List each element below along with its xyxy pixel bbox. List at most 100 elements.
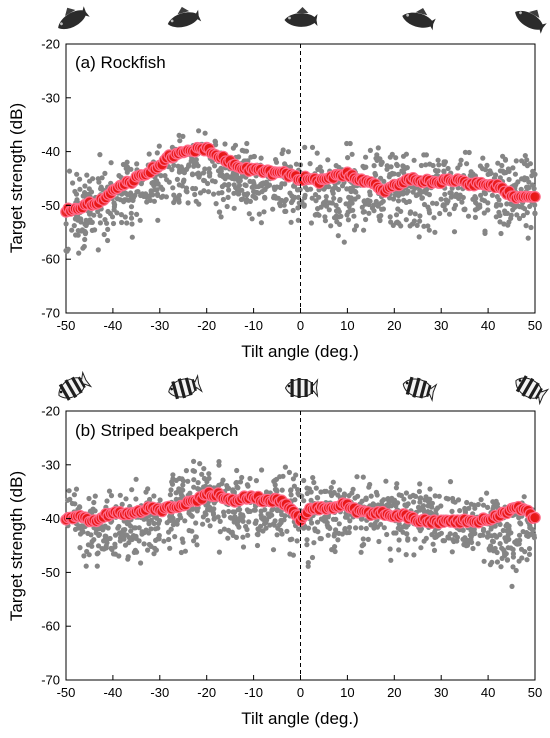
scatter-point — [429, 500, 435, 506]
scatter-point — [206, 475, 212, 481]
scatter-point — [330, 516, 336, 522]
scatter-point — [396, 521, 402, 527]
scatter-point — [263, 179, 269, 185]
scatter-point — [353, 223, 359, 229]
scatter-point — [306, 486, 312, 492]
scatter-point — [360, 163, 366, 169]
scatter-point — [110, 551, 117, 557]
scatter-point — [219, 190, 225, 196]
scatter-point — [240, 544, 247, 550]
scatter-point — [326, 184, 332, 190]
scatter-point — [219, 183, 225, 190]
scatter-point — [431, 547, 438, 554]
y-tick-label: -50 — [41, 198, 60, 213]
scatter-point — [152, 187, 158, 193]
scatter-point — [77, 545, 83, 551]
scatter-point — [396, 537, 402, 543]
scatter-point — [155, 520, 162, 527]
scatter-point — [412, 493, 419, 499]
scatter-point — [418, 495, 424, 501]
scatter-point — [330, 186, 337, 192]
scatter-point — [438, 503, 444, 509]
scatter-point — [524, 557, 530, 563]
scatter-point — [101, 538, 107, 544]
scatter-point — [388, 557, 394, 563]
scatter-point — [282, 464, 288, 470]
scatter-point — [116, 553, 122, 559]
scatter-point — [95, 543, 102, 549]
scatter-point — [251, 507, 257, 513]
scatter-point — [322, 218, 328, 224]
scatter-point — [231, 190, 237, 196]
scatter-point — [332, 548, 338, 555]
scatter-point — [529, 173, 535, 179]
scatter-point — [207, 523, 213, 529]
scatter-point — [432, 529, 438, 535]
scatter-point — [143, 489, 149, 495]
scatter-point — [376, 213, 382, 219]
scatter-point — [497, 219, 503, 225]
scatter-point — [240, 196, 246, 202]
scatter-point — [518, 546, 525, 552]
scatter-point — [125, 554, 131, 560]
scatter-point — [151, 198, 157, 204]
scatter-point — [481, 198, 488, 204]
x-tick-label: 0 — [297, 318, 304, 333]
scatter-point — [330, 479, 336, 485]
scatter-point — [114, 210, 120, 216]
scatter-point — [92, 493, 98, 499]
scatter-point — [182, 548, 188, 554]
scatter-point — [489, 192, 495, 198]
scatter-point — [482, 191, 488, 197]
scatter-point — [452, 193, 458, 199]
scatter-point — [411, 552, 417, 558]
scatter-point — [499, 162, 505, 169]
scatter-point — [354, 474, 360, 480]
scatter-point — [509, 583, 515, 590]
scatter-point — [343, 201, 349, 207]
scatter-point — [396, 220, 402, 226]
scatter-point — [433, 507, 439, 513]
scatter-point — [441, 159, 447, 165]
scatter-point — [449, 549, 455, 555]
scatter-point — [301, 477, 307, 484]
scatter-point — [410, 189, 416, 195]
scatter-point — [497, 541, 503, 547]
scatter-point — [73, 232, 79, 238]
scatter-point — [524, 210, 530, 216]
scatter-point — [206, 166, 212, 172]
scatter-point — [193, 534, 199, 540]
scatter-point — [390, 222, 396, 228]
scatter-point — [249, 216, 255, 222]
scatter-point — [399, 191, 406, 197]
scatter-point — [176, 182, 182, 188]
scatter-point — [231, 182, 237, 188]
scatter-point — [279, 531, 285, 537]
scatter-point — [404, 531, 410, 537]
scatter-point — [129, 221, 135, 227]
scatter-point — [426, 207, 432, 213]
scatter-point — [464, 499, 470, 506]
scatter-point — [129, 487, 135, 493]
scatter-point — [182, 518, 188, 524]
scatter-point — [522, 206, 528, 212]
scatter-point — [363, 525, 369, 532]
scatter-point — [412, 536, 418, 542]
scatter-point — [322, 214, 328, 220]
scatter-point — [273, 195, 279, 201]
scatter-point — [112, 532, 119, 538]
scatter-point — [423, 162, 429, 168]
scatter-point — [171, 199, 177, 206]
scatter-point — [332, 544, 338, 550]
scatter-point — [191, 538, 197, 544]
scatter-point — [288, 488, 294, 494]
y-tick-label: -20 — [41, 37, 60, 52]
scatter-point — [339, 531, 345, 537]
scatter-point — [394, 162, 400, 169]
scatter-point — [530, 168, 536, 174]
scatter-point — [191, 484, 197, 490]
scatter-point — [381, 525, 387, 531]
scatter-point — [504, 528, 510, 534]
scatter-point — [516, 215, 523, 222]
scatter-point — [183, 468, 189, 474]
